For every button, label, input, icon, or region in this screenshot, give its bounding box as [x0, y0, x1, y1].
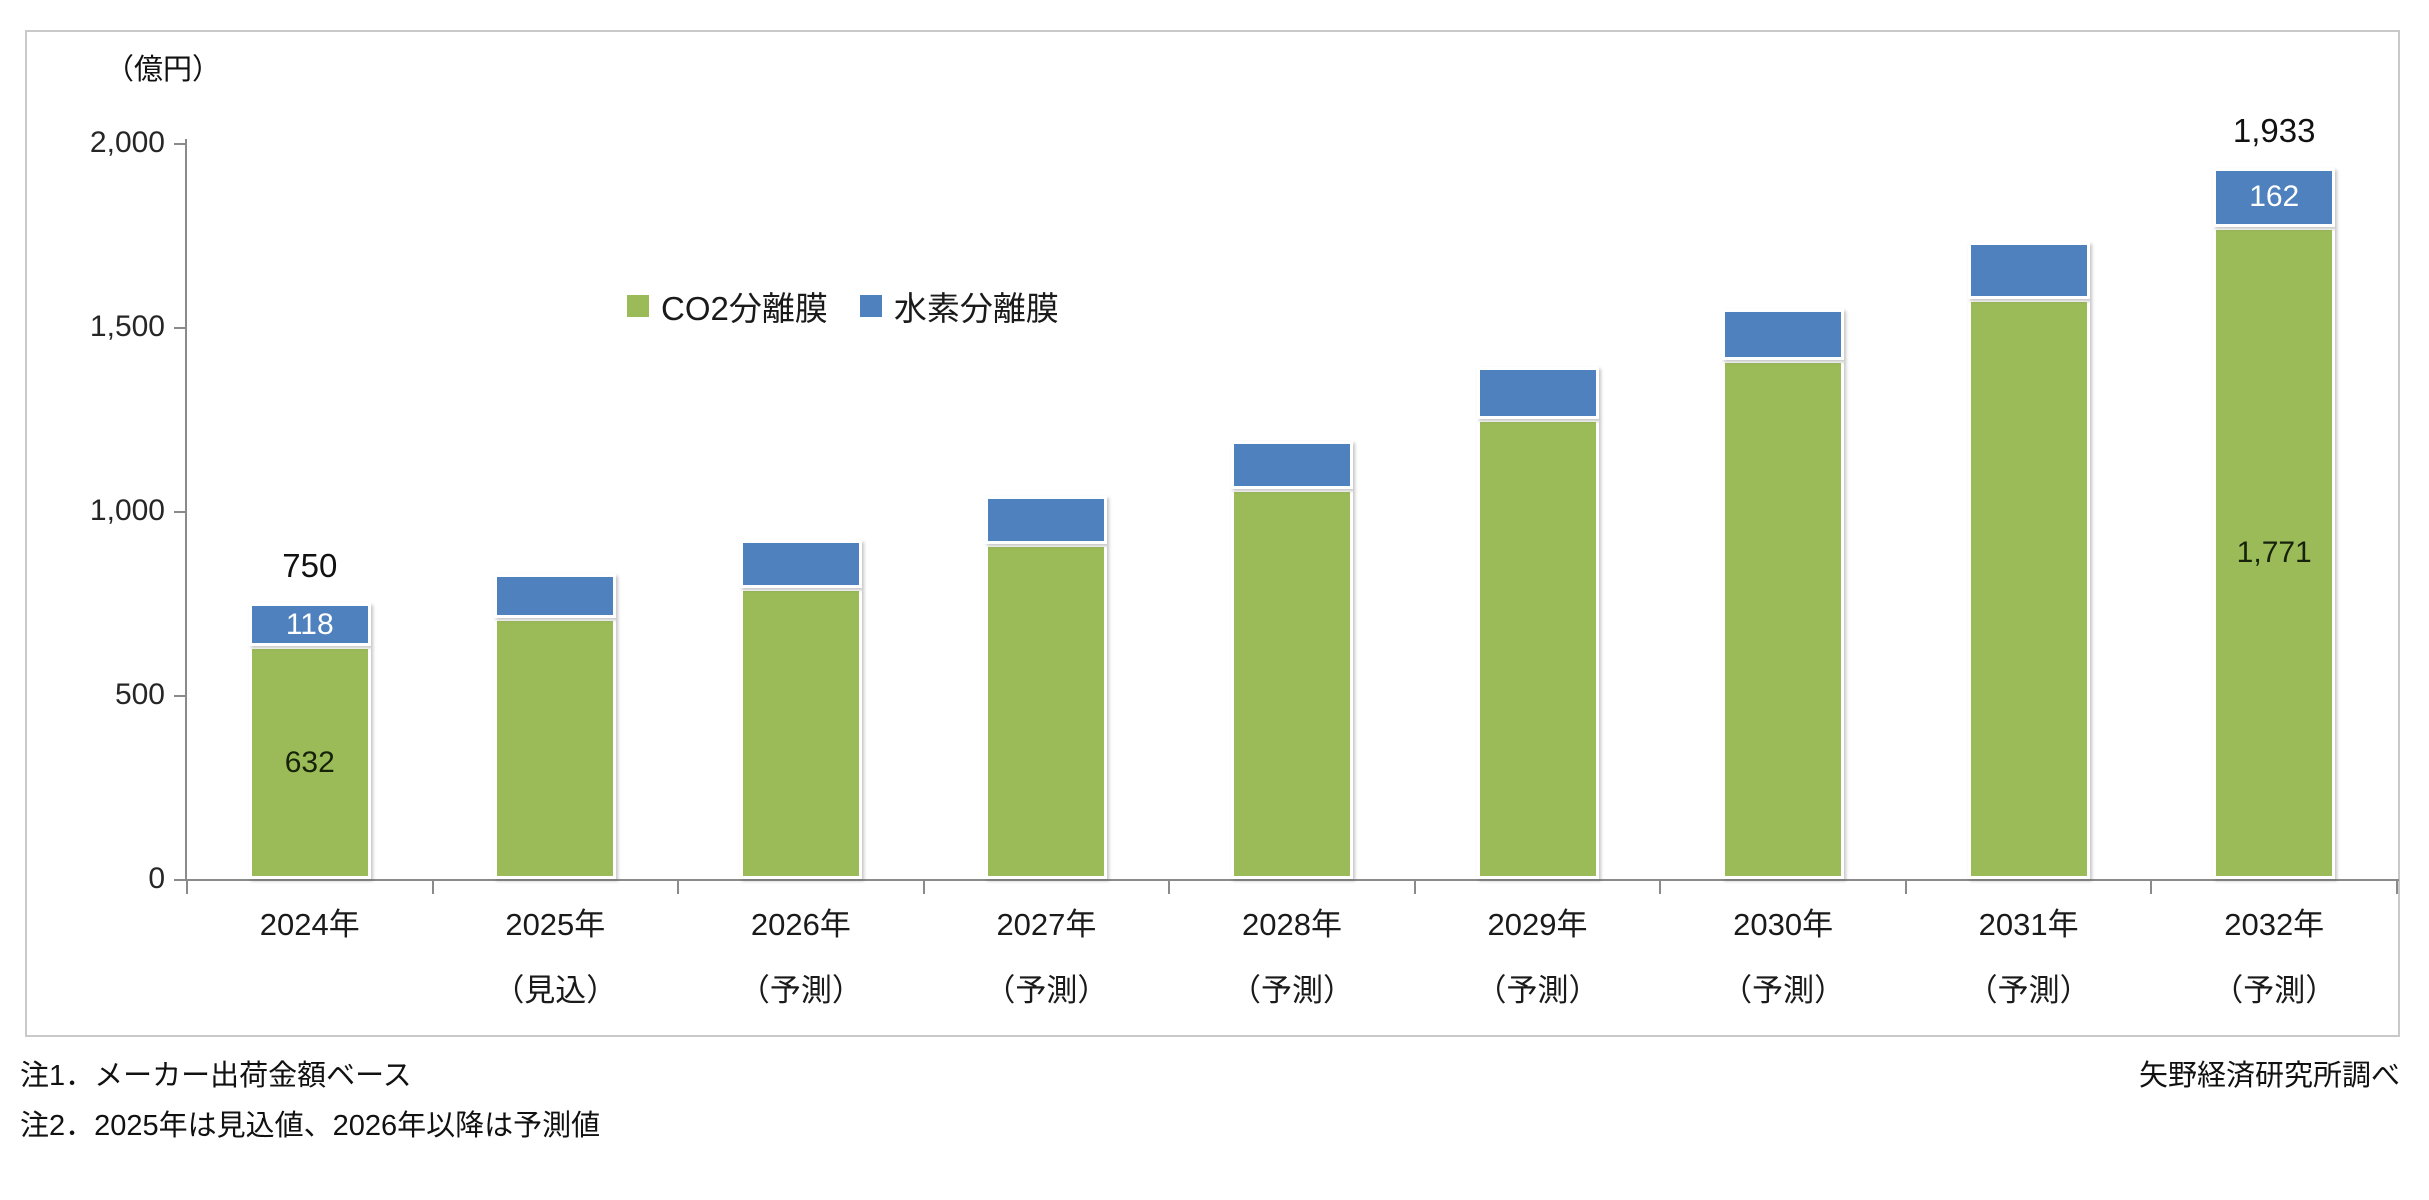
- x-axis-category-label: 2026年 （予測）: [678, 907, 924, 1009]
- bar-segment-co2: 1,771: [2213, 227, 2336, 879]
- x-axis-category-label: 2032年 （予測）: [2151, 907, 2397, 1009]
- chart-frame: （億円） 0 500 1,000 1,500 2,000 632 118 750 2024年 20…: [25, 30, 2400, 1037]
- bar-total-label: 750: [282, 547, 338, 584]
- x-axis-tick: [2396, 881, 2398, 894]
- x-axis-category-label: 2028年 （予測）: [1169, 907, 1415, 1009]
- y-axis-tick-label: 500: [114, 678, 165, 711]
- category-qualifier-label: （予測）: [2212, 973, 2337, 1008]
- bar-segment-hydrogen: [1476, 367, 1599, 419]
- y-axis-unit-label: （億円）: [105, 54, 222, 86]
- co2-value-label: 632: [284, 745, 335, 779]
- bar-segment-hydrogen: 118: [248, 603, 371, 647]
- category-year-label: 2025年: [505, 907, 606, 942]
- category-year-label: 2032年: [2224, 907, 2325, 942]
- bar-segment-hydrogen: [1967, 242, 2090, 300]
- y-axis-line: [185, 139, 187, 881]
- hydrogen-value-label: 162: [2249, 180, 2300, 214]
- legend-item-co2-membrane: CO2分離膜: [627, 282, 828, 330]
- y-axis-tick-label: 1,500: [89, 310, 165, 343]
- y-axis-tick: [174, 879, 187, 881]
- co2-series-swatch-icon: [627, 295, 649, 317]
- bar-segment-co2: [1476, 419, 1599, 879]
- x-axis-category-label: 2029年 （予測）: [1415, 907, 1661, 1009]
- x-axis-tick: [186, 881, 188, 894]
- category-year-label: 2026年: [750, 907, 851, 942]
- x-axis-tick: [1659, 881, 1662, 894]
- category-year-label: 2028年: [1242, 907, 1342, 942]
- bar-segment-co2: [739, 588, 862, 879]
- category-qualifier-label: （予測）: [984, 973, 1109, 1008]
- x-axis-category-label: 2024年: [187, 907, 433, 943]
- bar-segment-co2: [1967, 299, 2090, 879]
- legend-label-hydrogen: 水素分離膜: [893, 290, 1059, 327]
- x-axis-category-label: 2027年 （予測）: [924, 907, 1170, 1009]
- x-axis-tick: [922, 881, 925, 894]
- legend-label-co2: CO2分離膜: [661, 290, 828, 327]
- bar-segment-hydrogen: [1231, 441, 1353, 489]
- hydrogen-value-label: 118: [285, 607, 334, 641]
- co2-value-label: 1,771: [2236, 536, 2312, 570]
- bar-segment-co2: [1722, 360, 1845, 879]
- x-axis-tick: [431, 881, 434, 894]
- y-axis-tick-label: 2,000: [89, 126, 165, 159]
- bar-segment-co2: 632: [248, 646, 371, 879]
- y-axis-tick-label: 0: [148, 862, 165, 895]
- x-axis-tick: [2150, 881, 2153, 894]
- x-axis-tick: [1168, 881, 1171, 894]
- category-qualifier-label: （予測）: [738, 973, 863, 1008]
- bar-segment-co2: [985, 544, 1108, 879]
- legend-item-hydrogen-membrane: 水素分離膜: [859, 282, 1059, 330]
- bar-segment-hydrogen: [739, 540, 862, 589]
- category-year-label: 2024年: [259, 907, 360, 942]
- bar-segment-hydrogen: 162: [2213, 167, 2336, 228]
- chart-legend: CO2分離膜 水素分離膜: [627, 282, 1059, 330]
- hydrogen-series-swatch-icon: [859, 295, 882, 317]
- x-axis-tick: [677, 881, 680, 894]
- category-qualifier-label: （予測）: [1721, 973, 1846, 1008]
- category-year-label: 2030年: [1733, 907, 1834, 942]
- x-axis-category-label: 2025年 （見込）: [433, 907, 679, 1009]
- source-credit: 矢野経済研究所調べ: [2138, 1060, 2400, 1092]
- category-qualifier-label: （予測）: [1475, 973, 1600, 1008]
- y-axis-tick: [174, 511, 187, 513]
- category-year-label: 2027年: [996, 907, 1097, 942]
- category-qualifier-label: （予測）: [1229, 973, 1354, 1008]
- category-year-label: 2029年: [1487, 907, 1588, 942]
- y-axis-tick-label: 1,000: [89, 494, 165, 527]
- y-axis-tick: [174, 327, 187, 329]
- y-axis-tick: [174, 143, 187, 145]
- x-axis-tick: [1904, 881, 1907, 894]
- category-qualifier-label: （予測）: [1966, 973, 2091, 1008]
- bar-total-label: 1,933: [2232, 111, 2316, 149]
- x-axis-line: [185, 879, 2399, 881]
- bar-segment-co2: [1231, 488, 1353, 879]
- category-year-label: 2031年: [1978, 907, 2079, 942]
- x-axis-tick: [1413, 881, 1416, 894]
- footnote-2: 注2．2025年は見込値、2026年以降は予測値: [20, 1110, 601, 1142]
- bar-segment-co2: [494, 617, 617, 879]
- bar-segment-hydrogen: [1722, 308, 1845, 361]
- bar-segment-hydrogen: [494, 573, 617, 618]
- bar-segment-hydrogen: [985, 496, 1108, 545]
- x-axis-category-label: 2031年 （予測）: [1906, 907, 2152, 1009]
- y-axis-tick: [174, 695, 187, 697]
- category-qualifier-label: （見込）: [493, 973, 618, 1008]
- footnote-1: 注1．メーカー出荷金額ベース: [20, 1060, 412, 1092]
- x-axis-category-label: 2030年 （予測）: [1660, 907, 1906, 1009]
